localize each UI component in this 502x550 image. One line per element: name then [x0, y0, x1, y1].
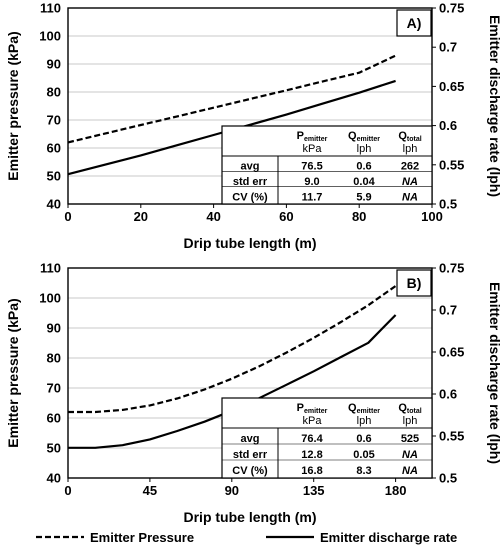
y-left-axis-title: Emitter pressure (kPa) — [5, 31, 21, 180]
x-tick-label: 40 — [206, 209, 220, 224]
x-tick-label: 90 — [225, 483, 239, 498]
y-left-tick-label: 60 — [47, 141, 61, 156]
y-right-tick-label: 0.6 — [439, 387, 457, 402]
x-tick-label: 45 — [143, 483, 157, 498]
stats-header-label: Pemitter — [297, 402, 328, 415]
x-tick-label: 20 — [134, 209, 148, 224]
y-right-tick-label: 0.75 — [439, 1, 464, 16]
chart-panel-1: 40 50 60 70 80 90 100 110 0.5 0.55 0.6 0.65 0.7 0.75 0… — [5, 1, 502, 252]
y-left-tick-label: 50 — [47, 169, 61, 184]
stats-row-label: avg — [241, 161, 260, 173]
stats-cell-value: 9.0 — [304, 176, 319, 188]
stats-header-unit: lph — [357, 415, 372, 427]
stats-cell-value: 16.8 — [301, 465, 322, 477]
stats-cell-value: 0.04 — [353, 176, 375, 188]
stats-header-label: Pemitter — [297, 130, 328, 143]
y-right-tick-label: 0.55 — [439, 429, 464, 444]
y-left-tick-label: 60 — [47, 411, 61, 426]
y-right-tick-label: 0.65 — [439, 345, 464, 360]
y-right-tick-label: 0.6 — [439, 118, 457, 133]
x-axis-title: Drip tube length (m) — [184, 509, 317, 525]
stats-cell-value: 0.05 — [353, 449, 374, 461]
stats-cell-value: 8.3 — [356, 465, 371, 477]
stats-row-label: std err — [233, 176, 268, 188]
y-left-tick-label: 70 — [47, 113, 61, 128]
y-right-tick-label: 0.75 — [439, 261, 464, 276]
y-right-tick-label: 0.55 — [439, 157, 464, 172]
stats-header-unit: lph — [357, 143, 372, 155]
x-tick-label: 180 — [385, 483, 407, 498]
legend: Emitter Pressure Emitter discharge rate — [36, 530, 457, 545]
pressure-series-line — [68, 285, 397, 414]
x-tick-label: 0 — [64, 483, 71, 498]
y-right-tick-label: 0.5 — [439, 471, 457, 486]
y-left-tick-label: 40 — [47, 197, 61, 212]
y-left-tick-label: 70 — [47, 381, 61, 396]
y-left-axis-title: Emitter pressure (kPa) — [5, 298, 21, 447]
stats-header-label: Qtotal — [398, 130, 421, 143]
y-left-tick-label: 40 — [47, 471, 61, 486]
y-left-tick-label: 110 — [40, 261, 61, 276]
stats-header-unit: kPa — [303, 143, 323, 155]
y-left-tick-label: 100 — [39, 29, 61, 44]
stats-row-label: CV (%) — [232, 191, 268, 203]
legend-discharge-label: Emitter discharge rate — [320, 530, 457, 545]
stats-cell-value: 0.6 — [356, 161, 371, 173]
y-right-tick-label: 0.7 — [439, 303, 457, 318]
stats-cell-value: 76.5 — [301, 161, 322, 173]
stats-cell-value: 12.8 — [301, 449, 322, 461]
y-right-axis-title: Emitter discharge rate (lph) — [487, 15, 502, 197]
stats-row-label: CV (%) — [232, 465, 268, 477]
y-left-tick-label: 90 — [47, 57, 61, 72]
stats-header-label: Qemitter — [348, 130, 380, 143]
stats-table-box — [221, 125, 433, 205]
x-axis-title: Drip tube length (m) — [184, 235, 317, 251]
stats-row-label: avg — [241, 433, 260, 445]
pressure-series-line — [67, 54, 397, 144]
y-left-tick-label: 100 — [39, 291, 61, 306]
stats-row-label: std err — [233, 449, 268, 461]
stats-cell-value: NA — [402, 465, 418, 477]
x-tick-label: 0 — [64, 209, 71, 224]
stats-header-label: Qtotal — [398, 402, 421, 415]
stats-cell-value: 5.9 — [356, 191, 371, 203]
panel-label-box — [396, 269, 432, 297]
y-right-tick-label: 0.65 — [439, 79, 464, 94]
x-tick-label: 100 — [421, 209, 443, 224]
y-left-tick-label: 80 — [47, 85, 61, 100]
y-left-tick-label: 90 — [47, 321, 61, 336]
stats-cell-value: 76.4 — [301, 433, 323, 445]
stats-cell-value: 262 — [401, 161, 419, 173]
stats-header-unit: lph — [403, 143, 418, 155]
y-left-tick-label: 110 — [40, 1, 61, 16]
stats-cell-value: NA — [402, 191, 418, 203]
x-tick-label: 80 — [352, 209, 366, 224]
y-right-tick-label: 0.5 — [439, 197, 457, 212]
stats-cell-value: 0.6 — [356, 433, 371, 445]
x-tick-label: 135 — [303, 483, 325, 498]
y-right-tick-label: 0.7 — [439, 40, 457, 55]
chart-panel-2: 40 50 60 70 80 90 100 110 0.5 0.55 0.6 0.65 0.7 0.75 0… — [5, 261, 502, 526]
legend-pressure-label: Emitter Pressure — [90, 530, 194, 545]
stats-header-unit: lph — [403, 415, 418, 427]
y-right-axis-title: Emitter discharge rate (lph) — [487, 282, 502, 464]
stats-cell-value: 11.7 — [302, 191, 323, 203]
stats-cell-value: 525 — [401, 433, 419, 445]
panel-label-box — [396, 9, 432, 37]
y-left-tick-label: 50 — [47, 441, 61, 456]
stats-cell-value: NA — [402, 449, 418, 461]
stats-header-label: Qemitter — [348, 402, 380, 415]
panel-label: B) — [407, 275, 422, 291]
stats-header-unit: kPa — [303, 415, 323, 427]
x-tick-label: 60 — [279, 209, 293, 224]
panel-label: A) — [407, 15, 422, 31]
stats-table-box — [221, 397, 433, 479]
stats-cell-value: NA — [402, 176, 418, 188]
y-left-tick-label: 80 — [47, 351, 61, 366]
